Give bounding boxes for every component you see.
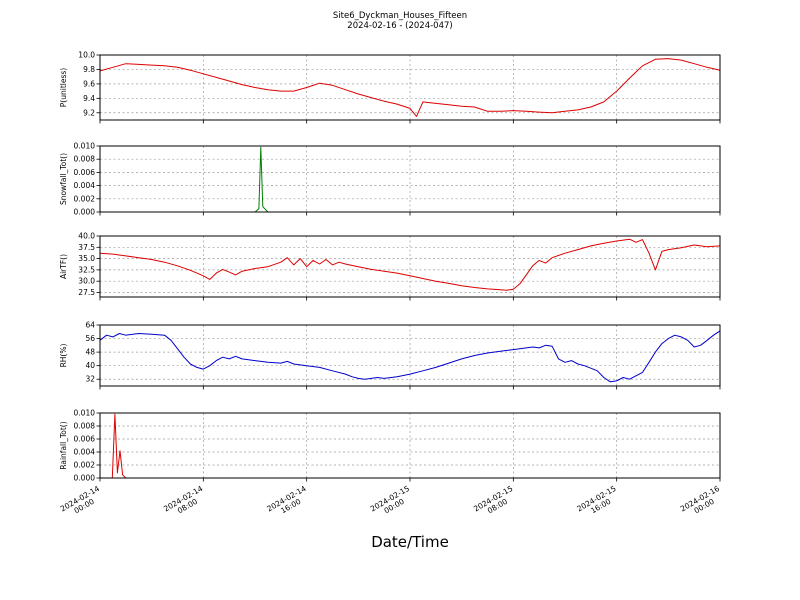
svg-text:27.5: 27.5 (78, 288, 95, 297)
svg-text:0.008: 0.008 (74, 155, 96, 164)
figure-title: Site6_Dyckman_Houses_Fifteen 2024-02-16 … (0, 11, 800, 31)
figure-title-line1: Site6_Dyckman_Houses_Fifteen (332, 11, 468, 21)
series-line-rh (99, 330, 721, 383)
axes-border (99, 412, 721, 479)
svg-text:48: 48 (85, 348, 95, 357)
y-axis-label: P(unitless) (59, 68, 68, 107)
svg-text:37.5: 37.5 (78, 243, 95, 252)
axis-tick-marks (96, 235, 721, 301)
y-axis-label: RH(%) (59, 344, 68, 368)
svg-text:0.010: 0.010 (74, 142, 96, 151)
axis-tick-marks (96, 145, 721, 216)
series-line-snowfall (100, 146, 720, 213)
figure-title-line2: 2024-02-16 - (2024-047) (347, 21, 453, 31)
svg-text:0.002: 0.002 (74, 461, 96, 470)
subplot-snowfall: 0.000 0.002 0.004 0.006 0.008 0.010 Snowfall_T… (59, 142, 721, 217)
svg-text:2024-02-1600:00: 2024-02-1600:00 (679, 484, 726, 521)
svg-text:10.0: 10.0 (78, 51, 95, 60)
svg-text:9.4: 9.4 (83, 94, 95, 103)
subplot-airtf: 27.5 30.0 32.5 35.0 37.5 40.0 AirTF() (59, 232, 721, 301)
grid-lines (99, 145, 721, 213)
grid-lines (99, 235, 721, 297)
svg-text:0.010: 0.010 (74, 409, 96, 418)
y-tick-labels: 27.5 30.0 32.5 35.0 37.5 40.0 (78, 232, 95, 297)
svg-text:64: 64 (85, 321, 95, 330)
svg-text:2024-02-1408:00: 2024-02-1408:00 (162, 484, 209, 521)
axes-border (99, 54, 721, 121)
svg-text:2024-02-1516:00: 2024-02-1516:00 (575, 484, 622, 521)
grid-lines (99, 412, 721, 479)
grid-lines (99, 54, 721, 120)
axes-border (99, 235, 721, 298)
charts-canvas: 9.29.49.69.810.0P(unitless)0.0000.0020.0… (59, 51, 726, 521)
svg-text:0.004: 0.004 (74, 181, 96, 190)
y-tick-labels: 0.000 0.002 0.004 0.006 0.008 0.010 (74, 409, 96, 483)
y-tick-labels: 0.000 0.002 0.004 0.006 0.008 0.010 (74, 142, 96, 217)
series-line-airtf (99, 238, 721, 291)
axes-border (99, 145, 721, 213)
series-line-rainfall (100, 413, 720, 479)
x-tick-labels: 2024-02-1400:00 2024-02-1408:00 2024-02-14… (59, 484, 726, 521)
svg-text:56: 56 (85, 334, 95, 343)
svg-text:0.002: 0.002 (74, 194, 96, 203)
svg-text:9.8: 9.8 (83, 65, 95, 74)
svg-text:9.2: 9.2 (83, 108, 95, 117)
svg-text:0.006: 0.006 (74, 168, 96, 177)
axis-tick-marks (96, 54, 721, 124)
series-line-p (99, 58, 721, 117)
svg-text:35.0: 35.0 (78, 254, 95, 263)
svg-text:32.5: 32.5 (78, 265, 95, 274)
grid-lines (99, 324, 721, 386)
svg-text:0.004: 0.004 (74, 448, 96, 457)
svg-text:0.008: 0.008 (74, 422, 96, 431)
svg-text:0.000: 0.000 (74, 208, 96, 217)
svg-text:9.6: 9.6 (83, 79, 95, 88)
y-axis-label: Snowfall_Tot() (59, 153, 68, 205)
y-tick-labels: 9.2 9.4 9.6 9.8 10.0 (78, 51, 95, 118)
subplot-rainfall: 0.000 0.002 0.004 0.006 0.008 0.010 Rainfall_T… (59, 409, 726, 521)
svg-text:2024-02-1508:00: 2024-02-1508:00 (472, 484, 519, 521)
svg-text:0.000: 0.000 (74, 474, 96, 483)
y-axis-label: AirTF() (59, 254, 68, 279)
subplot-p: 9.2 9.4 9.6 9.8 10.0 P(unitless) (59, 51, 721, 124)
svg-text:40: 40 (85, 361, 95, 370)
svg-text:30.0: 30.0 (78, 277, 95, 286)
y-axis-label: Rainfall_Tot() (59, 421, 68, 469)
svg-text:2024-02-1416:00: 2024-02-1416:00 (265, 484, 312, 521)
x-axis-title: Date/Time (371, 533, 449, 551)
svg-text:2024-02-1400:00: 2024-02-1400:00 (59, 484, 106, 521)
axis-tick-marks (96, 324, 721, 390)
subplot-rh: 32 40 48 56 64 RH(%) (59, 321, 721, 390)
svg-text:2024-02-1500:00: 2024-02-1500:00 (369, 484, 416, 521)
svg-text:0.006: 0.006 (74, 435, 96, 444)
axes-border (99, 324, 721, 387)
axis-tick-marks (96, 412, 721, 482)
svg-text:40.0: 40.0 (78, 232, 95, 241)
svg-text:32: 32 (85, 375, 95, 384)
y-tick-labels: 32 40 48 56 64 (85, 321, 95, 384)
